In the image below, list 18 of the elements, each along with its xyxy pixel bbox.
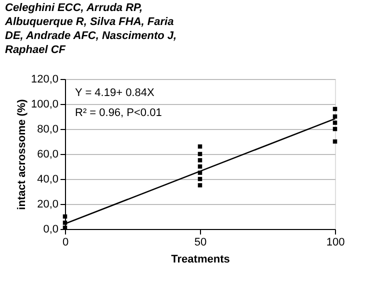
y-tick-label: 120,0 [30, 74, 58, 86]
x-axis-title: Treatments [171, 254, 230, 266]
y-tick-label: 0,0 [43, 224, 58, 236]
chart-title: Celeghini ECC, Arruda RP, Albuquerque R, Silva FHA, Faria DE, Andrade AFC, Nascimento J, Raphael CF [4, 2, 177, 56]
x-tick-label: 100 [326, 236, 345, 248]
y-tick-label: 100,0 [30, 98, 58, 110]
x-tick-label: 50 [194, 236, 207, 248]
y-tick-label: 60,0 [37, 148, 58, 160]
x-tick-label: 0 [62, 236, 69, 248]
y-tick-label: 20,0 [37, 198, 58, 210]
point [198, 183, 202, 188]
annotation: Y = 4.19+ 0.84X [75, 87, 155, 99]
point [198, 158, 202, 162]
y-axis-title: intact acrossome (%) [16, 98, 28, 210]
y-tick-label: 80,0 [37, 124, 58, 136]
point [332, 120, 338, 125]
annotation: R² = 0.96, P<0.01 [75, 107, 162, 119]
y-tick-label: 40,0 [37, 174, 58, 186]
